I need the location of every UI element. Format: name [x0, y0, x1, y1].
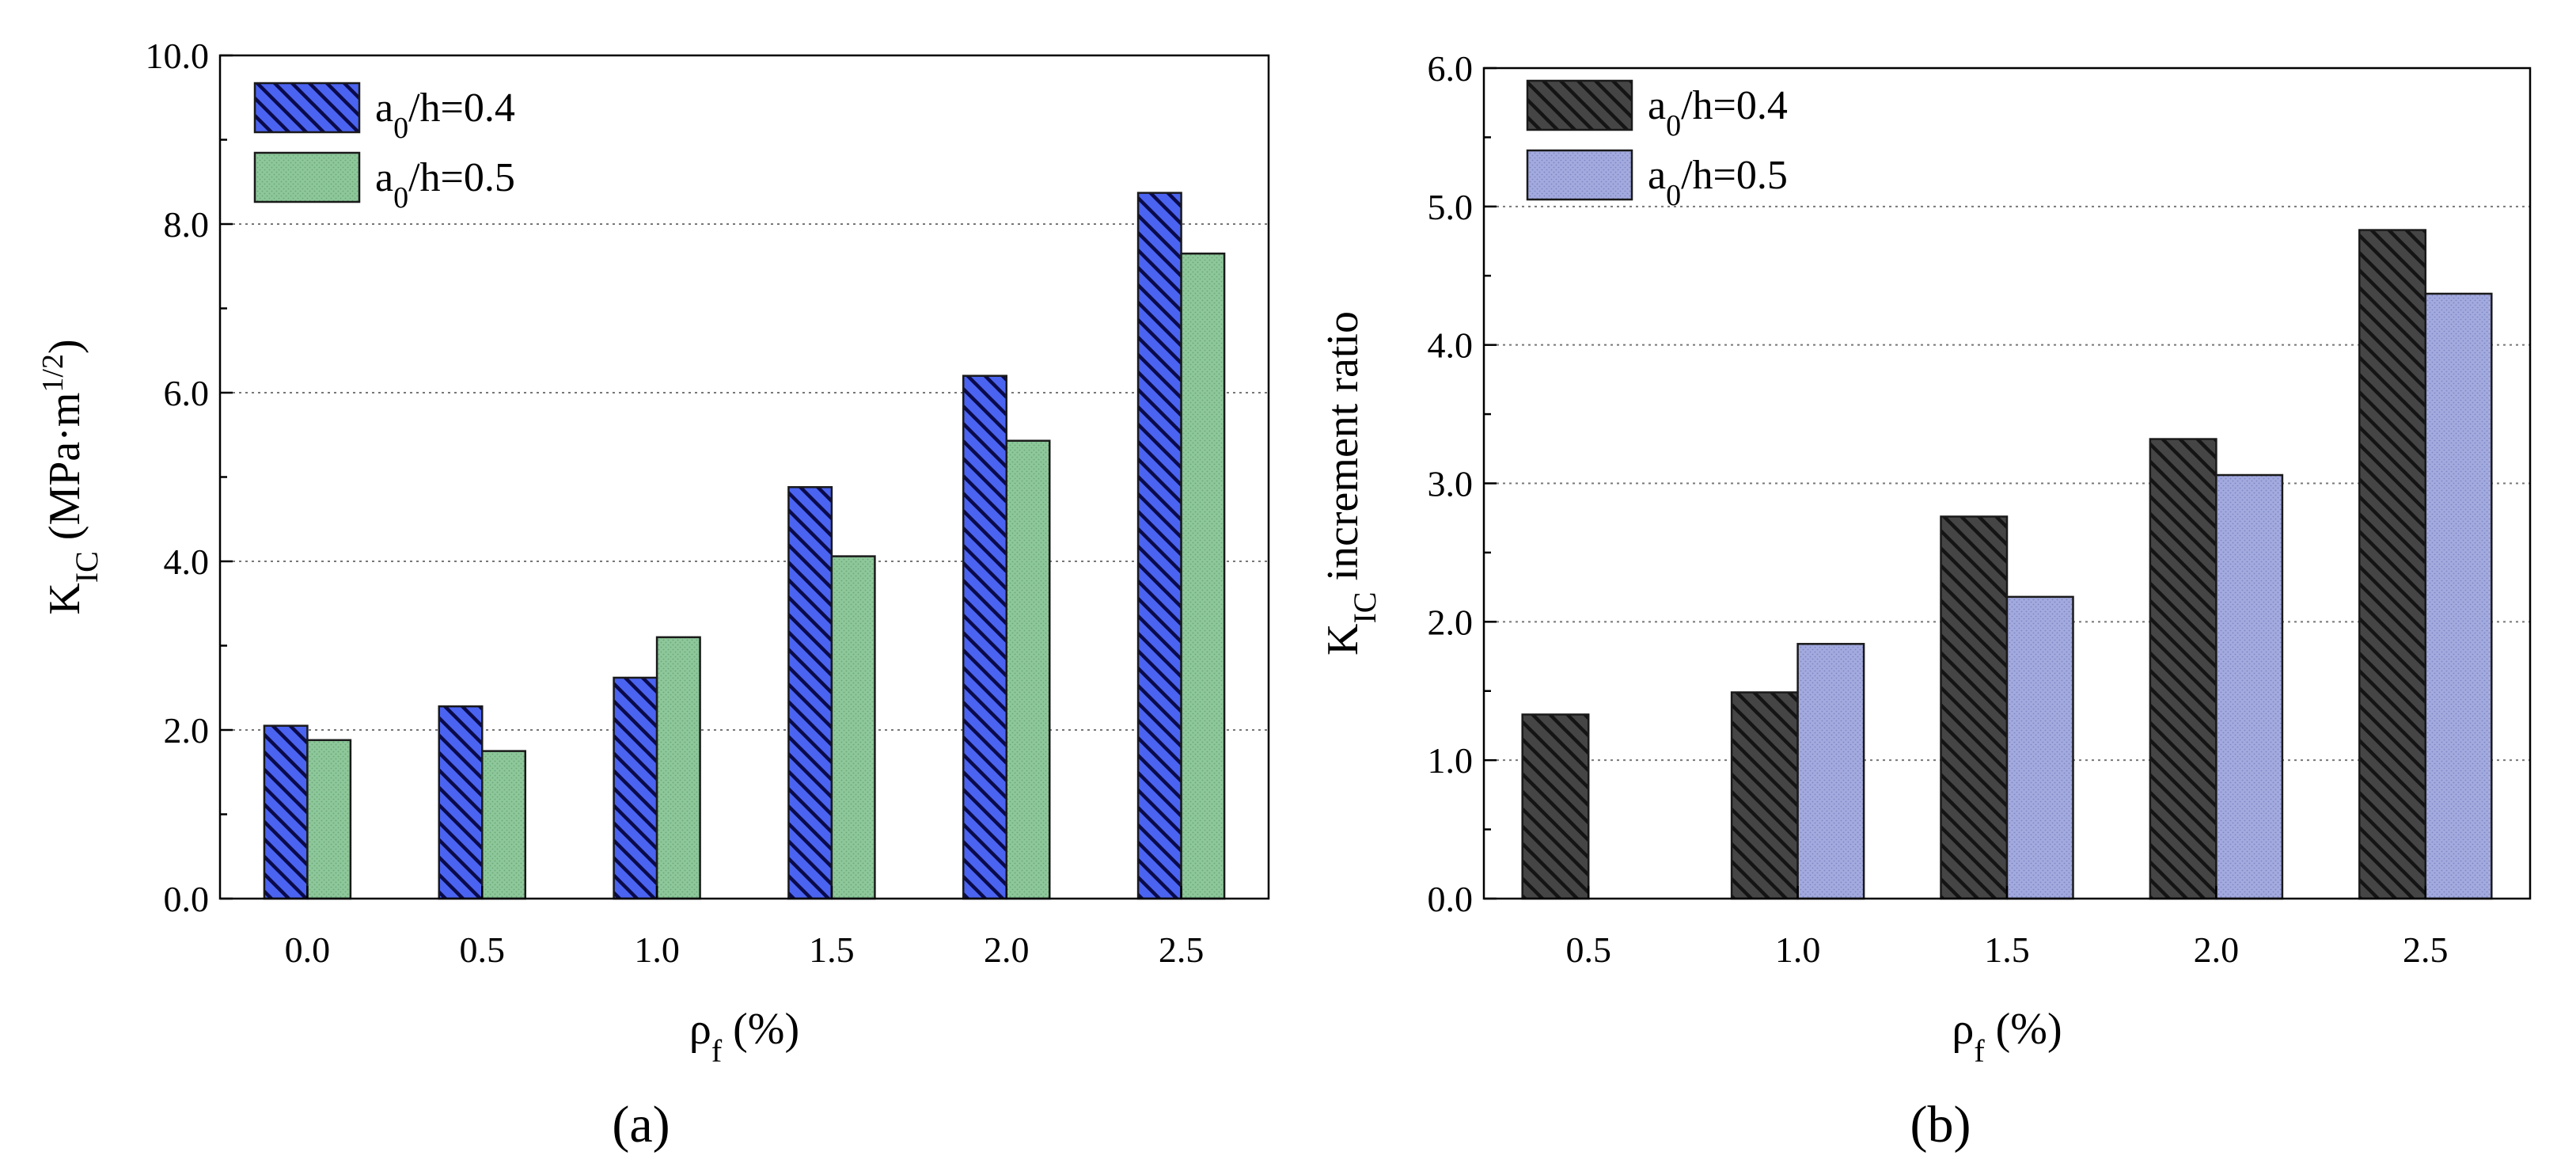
chart-panel-a: 0.0 2.0 4.0 6.0 8.0 10.0 0.0 0.5 1.0 1.5 2.0 2.5 K… [36, 36, 1270, 1069]
bar-b-s2-1.0 [1796, 643, 1865, 900]
legend-b: a0/h=0.4 a0/h=0.5 [1526, 79, 1788, 212]
y-tick-label: 0.0 [1428, 879, 1474, 919]
bar-a-s1-2.0 [962, 374, 1007, 900]
bar-a-s1-1.0 [613, 676, 658, 900]
y-tick-label: 5.0 [1428, 187, 1474, 227]
bar-b-s1-2.0 [2149, 438, 2217, 900]
x-ticks-b: 0.5 1.0 1.5 2.0 2.5 [1565, 886, 2449, 970]
x-tick-label: 0.5 [1565, 929, 1611, 970]
y-tick-label: 4.0 [164, 542, 210, 582]
x-ticks-a: 0.0 0.5 1.0 1.5 2.0 2.5 [285, 886, 1205, 970]
panel-label-a: (a) [612, 1096, 670, 1154]
y-ticks-b: 0.0 1.0 2.0 3.0 4.0 5.0 6.0 [1428, 48, 1497, 919]
legend-swatch-1 [253, 82, 361, 134]
legend-label-2: a0/h=0.5 [1648, 153, 1788, 212]
bar-b-s2-1.5 [2005, 595, 2074, 900]
bars-a [263, 192, 1226, 900]
y-tick-label: 2.0 [1428, 602, 1474, 642]
x-tick-label: 1.0 [1775, 929, 1821, 970]
bar-a-s2-0.5 [481, 750, 526, 900]
y-tick-label: 3.0 [1428, 464, 1474, 504]
y-tick-label: 8.0 [164, 204, 210, 245]
y-tick-label: 10.0 [146, 36, 210, 76]
x-tick-label: 0.0 [285, 929, 331, 970]
bar-a-s2-2.0 [1005, 439, 1051, 900]
bar-a-s2-2.5 [1180, 253, 1226, 900]
legend-a: a0/h=0.4 a0/h=0.5 [253, 82, 515, 215]
y-axis-label-b: KIC increment ratio [1318, 311, 1383, 656]
x-axis-label-a: ρf (%) [689, 1005, 799, 1069]
bar-a-s1-1.5 [787, 486, 833, 900]
bar-a-s2-1.0 [655, 636, 701, 900]
legend-label-1: a0/h=0.4 [1648, 83, 1788, 143]
legend-swatch-1 [1526, 79, 1633, 131]
bar-a-s1-0.0 [263, 724, 309, 900]
x-tick-label: 2.0 [2194, 929, 2240, 970]
bar-a-s1-0.5 [438, 705, 484, 900]
bar-a-s2-0.0 [306, 739, 352, 900]
y-axis-label-a: KIC (MPa·m1/2) [36, 339, 104, 614]
bar-b-s1-0.5 [1521, 713, 1590, 900]
x-tick-label: 2.5 [2403, 929, 2449, 970]
y-tick-label: 6.0 [1428, 48, 1474, 89]
x-tick-label: 2.0 [984, 929, 1030, 970]
chart-panel-b: 0.0 1.0 2.0 3.0 4.0 5.0 6.0 0.5 1.0 1.5 2.0 2.5 KI… [1318, 48, 2532, 1069]
bar-b-s1-1.0 [1730, 691, 1799, 900]
y-tick-label: 4.0 [1428, 325, 1474, 366]
y-tick-label: 6.0 [164, 373, 210, 413]
x-tick-label: 2.5 [1159, 929, 1205, 970]
x-tick-label: 1.5 [809, 929, 855, 970]
y-ticks-a: 0.0 2.0 4.0 6.0 8.0 10.0 [146, 36, 233, 919]
legend-swatch-2 [253, 151, 361, 203]
panel-label-b: (b) [1910, 1096, 1971, 1154]
y-tick-label: 0.0 [164, 879, 210, 919]
x-tick-label: 1.0 [634, 929, 680, 970]
bar-a-s2-1.5 [830, 555, 876, 900]
legend-label-1: a0/h=0.4 [375, 86, 515, 145]
bars-b [1521, 229, 2493, 900]
bar-b-s1-2.5 [2358, 229, 2427, 900]
legend-swatch-2 [1526, 149, 1633, 201]
x-tick-label: 1.5 [1984, 929, 2030, 970]
bar-b-s1-1.5 [1940, 515, 2009, 900]
y-tick-label: 2.0 [164, 710, 210, 751]
bar-b-s2-2.0 [2215, 473, 2284, 900]
x-tick-label: 0.5 [460, 929, 506, 970]
bar-b-s2-2.5 [2424, 292, 2493, 900]
gridlines-a [220, 223, 1269, 731]
x-axis-label-b: ρf (%) [1952, 1005, 2062, 1069]
bar-a-s1-2.5 [1136, 192, 1182, 900]
legend-label-2: a0/h=0.5 [375, 155, 515, 215]
y-tick-label: 1.0 [1428, 740, 1474, 781]
